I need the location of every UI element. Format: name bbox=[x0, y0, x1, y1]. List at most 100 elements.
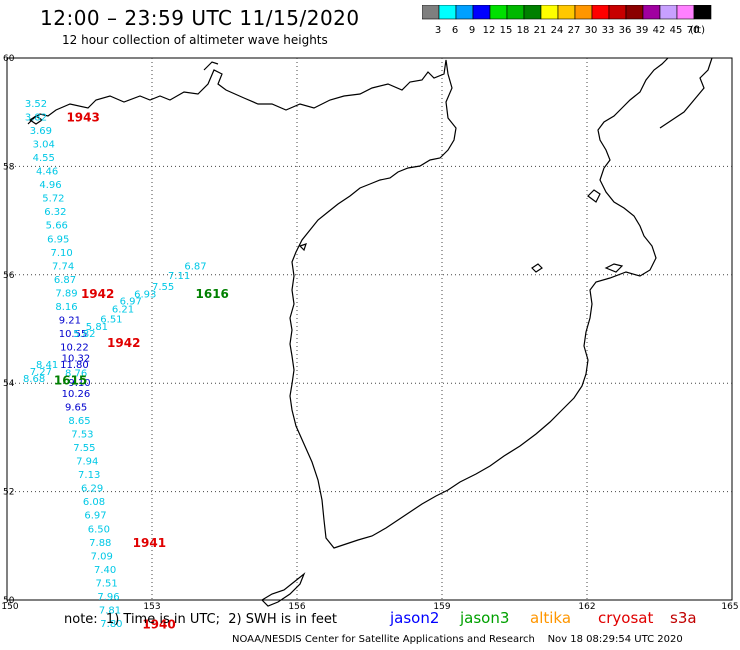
map-subtitle: 12 hour collection of altimeter wave hei… bbox=[62, 33, 328, 47]
pass-time-label: 1942 bbox=[107, 336, 140, 350]
satellite-legend-jason2: jason2 bbox=[390, 609, 440, 627]
wave-height-value: 6.97 bbox=[120, 297, 142, 308]
colorbar-tick-label: 24 bbox=[551, 25, 564, 36]
wave-height-value: 6.51 bbox=[100, 314, 122, 325]
coastline-east-bay bbox=[587, 189, 601, 203]
colorbar-tick-label: 9 bbox=[469, 25, 475, 36]
colorbar-swatch bbox=[693, 5, 712, 20]
longitude-tick-label: 162 bbox=[578, 602, 595, 612]
wave-height-value: 7.40 bbox=[94, 565, 116, 576]
longitude-tick-label: 159 bbox=[433, 602, 450, 612]
pass-time-label: 1941 bbox=[133, 536, 166, 550]
wave-height-value: 7.09 bbox=[91, 551, 113, 562]
colorbar-tick-label: 33 bbox=[602, 25, 615, 36]
colorbar-tick-label: 12 bbox=[483, 25, 496, 36]
wave-height-value: 4.46 bbox=[36, 167, 58, 178]
longitude-tick-label: 165 bbox=[721, 602, 738, 612]
wave-height-value: 4.96 bbox=[39, 180, 61, 191]
map-axis-labels: 150 153 156 159 162 165 50 52 54 56 58 60 bbox=[1, 54, 738, 612]
wave-height-value: 7.13 bbox=[78, 470, 100, 481]
wave-height-value: 7.10 bbox=[51, 248, 73, 259]
coastline-islet-inlet bbox=[298, 243, 307, 252]
wave-height-value: 7.55 bbox=[152, 282, 174, 293]
wave-height-value: 5.81 bbox=[86, 322, 108, 333]
wave-height-value: 6.95 bbox=[47, 234, 69, 245]
wave-height-value: 7.53 bbox=[71, 429, 93, 440]
latitude-tick-label: 52 bbox=[3, 488, 14, 498]
wave-height-value: 3.52 bbox=[25, 99, 47, 110]
wave-height-value: 3.69 bbox=[30, 126, 52, 137]
latitude-tick-label: 58 bbox=[3, 162, 15, 172]
map-frame bbox=[6, 57, 733, 601]
wave-height-value: 10.55 bbox=[59, 329, 88, 340]
coastline-islet-east-1 bbox=[531, 263, 543, 273]
wave-height-value: 11.80 bbox=[60, 360, 89, 371]
wave-height-value: 7.81 bbox=[99, 606, 121, 617]
wave-height-value: 8.68 bbox=[23, 374, 45, 385]
colorbar-tick-label: 42 bbox=[653, 25, 666, 36]
satellite-legend-altika: altika bbox=[530, 609, 572, 627]
map-gridlines bbox=[6, 57, 733, 601]
satellite-legend-jason3: jason3 bbox=[460, 609, 510, 627]
wave-height-value: 10.32 bbox=[62, 354, 91, 365]
wave-height-value: 10.26 bbox=[62, 389, 91, 400]
wave-height-value: 8.16 bbox=[55, 302, 77, 313]
pass-time-label: 1943 bbox=[66, 110, 99, 124]
wave-height-value: 7.88 bbox=[89, 538, 111, 549]
wave-height-value: 7.55 bbox=[73, 443, 95, 454]
wave-height-value: 3.04 bbox=[33, 139, 55, 150]
wave-height-value: 6.93 bbox=[134, 290, 156, 301]
longitude-tick-label: 153 bbox=[143, 602, 160, 612]
coastline-islet-east-2 bbox=[604, 263, 624, 273]
pass-time-label: 1615 bbox=[54, 373, 87, 387]
wave-height-value: 7.11 bbox=[168, 271, 190, 282]
wave-height-value: 6.08 bbox=[83, 497, 105, 508]
wave-height-value: 6.87 bbox=[54, 275, 76, 286]
coastline-southern-island bbox=[261, 572, 306, 607]
colorbar-tick-label: 6 bbox=[452, 25, 458, 36]
latitude-tick-label: 50 bbox=[3, 596, 15, 606]
credit-line: NOAA/NESDIS Center for Satellite Applica… bbox=[232, 634, 683, 645]
wave-height-value: 9.65 bbox=[65, 402, 87, 413]
map-title: 12:00 – 23:59 UTC 11/15/2020 bbox=[40, 6, 360, 30]
wave-height-value: 5.66 bbox=[46, 221, 68, 232]
pass-time-labels: 1943 1942 1942 1616 1615 1941 1940 bbox=[54, 110, 229, 631]
wave-height-value: 7.51 bbox=[95, 578, 117, 589]
wave-height-value: 7.89 bbox=[55, 288, 77, 299]
colorbar-tick-label: 18 bbox=[517, 25, 530, 36]
wave-height-value: 7.27 bbox=[30, 367, 52, 378]
colorbar-tick-label: 3 bbox=[435, 25, 441, 36]
latitude-tick-label: 56 bbox=[3, 271, 15, 281]
wave-height-value: 6.87 bbox=[184, 261, 206, 272]
coastline-peninsula-north-hook bbox=[203, 61, 219, 71]
colorbar-tick-label: 36 bbox=[619, 25, 632, 36]
wave-height-value: 7.80 bbox=[100, 619, 122, 630]
wave-height-value: 8.65 bbox=[68, 416, 90, 427]
wave-height-value: 6.50 bbox=[88, 524, 110, 535]
wave-height-value: 6.29 bbox=[81, 484, 103, 495]
satellite-legend-s3a: s3a bbox=[670, 609, 697, 627]
footnote: note: 1) Time is in UTC; 2) SWH is in fe… bbox=[64, 612, 337, 627]
satellite-legend-cryosat: cryosat bbox=[598, 609, 654, 627]
pass-time-label: 1940 bbox=[142, 618, 175, 632]
wave-height-value: 8.76 bbox=[65, 369, 87, 380]
pass-time-label: 1942 bbox=[81, 287, 114, 301]
coastline-far-northeast bbox=[659, 57, 713, 129]
wave-height-value: 6.21 bbox=[112, 305, 134, 316]
colorbar-tick-label: 30 bbox=[585, 25, 598, 36]
colorbar-tick-label: 21 bbox=[534, 25, 547, 36]
colorbar-tick-label: 27 bbox=[568, 25, 581, 36]
pass-time-label: 1616 bbox=[196, 287, 229, 301]
longitude-tick-label: 150 bbox=[1, 602, 18, 612]
wave-height-observations: 3.52 3.82 3.69 3.04 4.55 4.46 4.96 5.72 6.32 5.66… bbox=[23, 99, 207, 630]
wave-height-value: 5.82 bbox=[73, 329, 95, 340]
wave-height-value: 5.72 bbox=[42, 194, 64, 205]
wave-height-value: 6.32 bbox=[44, 207, 66, 218]
wave-height-value: 7.74 bbox=[52, 261, 74, 272]
coastline bbox=[27, 57, 713, 607]
wave-height-value: 9.21 bbox=[59, 316, 81, 327]
colorbar-tick-label: 45 bbox=[670, 25, 683, 36]
wave-height-value: 7.96 bbox=[97, 592, 119, 603]
wave-height-value: 10.22 bbox=[60, 343, 89, 354]
